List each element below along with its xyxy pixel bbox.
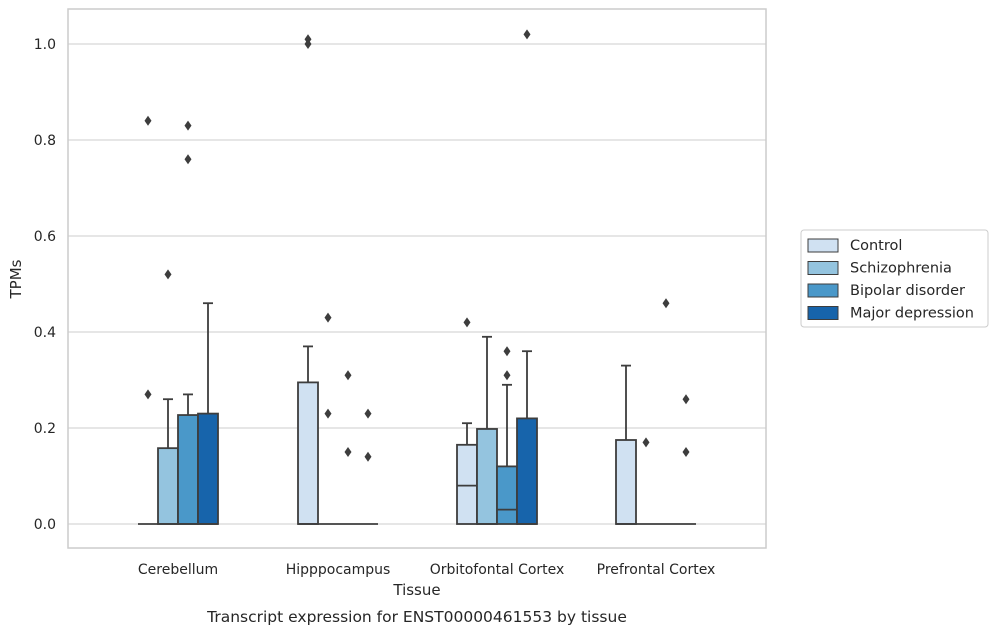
box-body — [197, 412, 219, 525]
box-body — [615, 439, 637, 525]
outlier-point — [503, 370, 511, 381]
x-tick-labels: Cerebellum Hipppocampus Orbitofontal Corte… — [138, 562, 715, 578]
legend-items: Control Schizophrenia Bipolar disorder Majo… — [807, 238, 974, 322]
legend-swatch — [807, 283, 839, 298]
x-tick-label: Prefrontal Cortex — [597, 562, 716, 578]
legend-frame — [800, 229, 989, 328]
y-tick-labels: 0.0 0.2 0.4 0.6 0.8 1.0 — [34, 37, 56, 533]
legend: Control Schizophrenia Bipolar disorder Majo… — [800, 229, 989, 328]
outlier-point — [503, 346, 511, 357]
y-tick-label: 0.2 — [34, 421, 56, 437]
y-tick-label: 1.0 — [34, 37, 56, 53]
box-major-depression — [516, 350, 538, 525]
box-body — [516, 417, 538, 525]
x-tick-label: Orbitofontal Cortex — [430, 562, 565, 578]
x-tick-label: Cerebellum — [138, 562, 218, 578]
y-tick-label: 0.4 — [34, 325, 56, 341]
outlier-point — [184, 120, 192, 131]
box-body — [476, 428, 498, 525]
outlier-point — [682, 447, 690, 457]
box-schizophrenia — [476, 335, 498, 525]
outlier-point — [642, 437, 650, 448]
y-axis-label: TPMs — [7, 259, 25, 299]
y-tick-label: 0.8 — [34, 133, 56, 149]
x-tick-label: Hipppocampus — [286, 562, 391, 578]
legend-swatch — [807, 261, 839, 275]
outlier-point — [523, 29, 531, 40]
outlier-markers — [144, 29, 690, 462]
boxes — [138, 302, 696, 525]
box-body — [297, 381, 319, 525]
outlier-point — [344, 370, 352, 381]
chart-caption: Transcript expression for ENST0000046155… — [206, 608, 627, 626]
box-body — [177, 414, 199, 525]
legend-swatch — [807, 238, 839, 253]
outlier-point — [324, 312, 332, 323]
box-body — [157, 447, 179, 525]
outlier-point — [364, 451, 372, 462]
outlier-point — [324, 408, 332, 419]
legend-label: Major depression — [850, 306, 974, 322]
legend-label: Schizophrenia — [850, 261, 952, 277]
box-body — [496, 465, 518, 525]
legend-label: Bipolar disorder — [850, 283, 965, 299]
outlier-point — [682, 394, 690, 405]
outlier-point — [304, 34, 312, 45]
outlier-point — [144, 115, 152, 126]
outlier-point — [164, 269, 172, 280]
legend-swatch — [807, 306, 839, 320]
outlier-point — [144, 389, 152, 400]
outlier-point — [662, 298, 670, 309]
legend-label: Control — [850, 238, 902, 254]
x-axis-label: Tissue — [392, 581, 440, 599]
plot-frame — [67, 8, 767, 549]
y-tick-label: 0.0 — [34, 517, 56, 533]
outlier-point — [344, 447, 352, 457]
box-body — [456, 443, 478, 525]
y-tick-label: 0.6 — [34, 229, 56, 245]
outlier-point — [184, 154, 192, 165]
box-major-depression — [197, 302, 219, 525]
outlier-point — [463, 317, 471, 328]
box-control — [615, 364, 637, 525]
box-control — [297, 345, 319, 525]
outlier-point — [364, 408, 372, 419]
